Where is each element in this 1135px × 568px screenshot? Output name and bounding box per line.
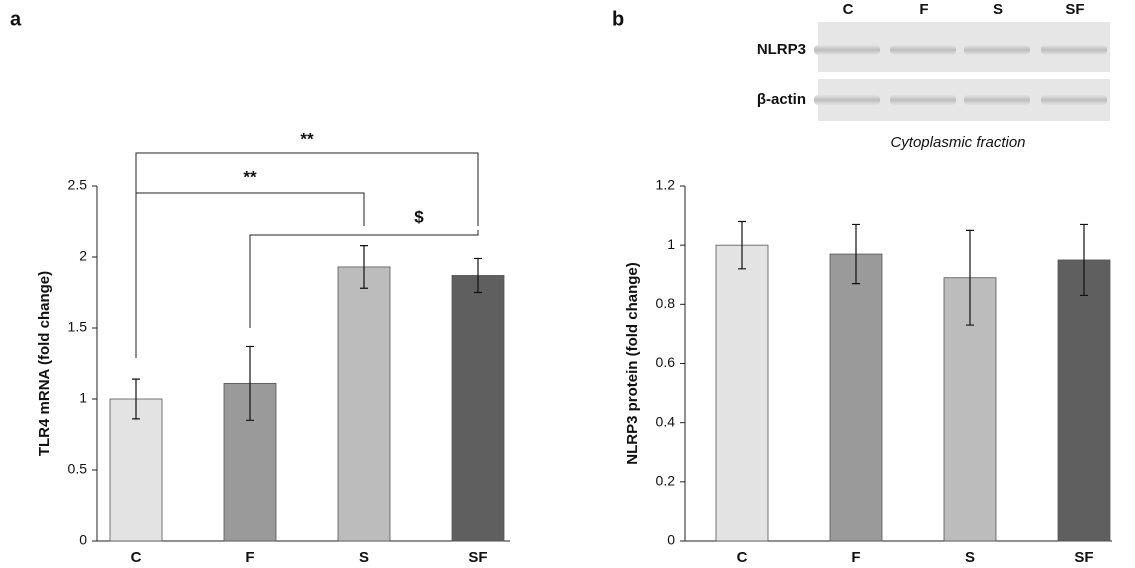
blot-lane-label: SF	[1065, 1, 1084, 18]
panel-label: b	[612, 8, 624, 30]
y-tick-label: 0.5	[68, 461, 88, 477]
blot-row-label: β-actin	[757, 91, 806, 108]
y-tick-label: 0.6	[656, 354, 676, 370]
y-axis-title: TLR4 mRNA (fold change)	[36, 271, 53, 456]
y-tick-label: 1.5	[68, 319, 88, 335]
bar	[110, 399, 162, 541]
blot-lane-label: C	[843, 1, 854, 18]
y-tick-label: 0.4	[656, 413, 676, 429]
blot-band	[1041, 95, 1107, 105]
x-tick-label: F	[851, 549, 860, 566]
bar	[338, 267, 390, 541]
blot-band	[814, 95, 880, 105]
page: a TLR4 mRNA (fold change) 0 0.5 1 1.5 2 2.5 C F S S…	[0, 0, 1135, 568]
blot-band	[890, 95, 956, 105]
blot-row-label: NLRP3	[757, 41, 806, 58]
blot-lane-label: F	[919, 1, 928, 18]
blot-band	[1041, 45, 1107, 55]
panel-label: a	[10, 8, 22, 30]
significance-label: **	[243, 167, 257, 186]
y-tick-label: 0.8	[656, 295, 676, 311]
y-tick-label: 2.5	[68, 177, 88, 193]
blot-caption: Cytoplasmic fraction	[890, 134, 1025, 151]
bar	[716, 245, 768, 541]
x-tick-label: SF	[1074, 549, 1093, 566]
y-tick-label: 1	[667, 236, 675, 252]
bar	[452, 275, 504, 541]
y-axis-title: NLRP3 protein (fold change)	[624, 262, 641, 465]
x-tick-label: C	[737, 549, 748, 566]
blot-lane-label: S	[993, 1, 1003, 18]
y-tick-label: 1.2	[656, 177, 676, 193]
significance-label: $	[414, 207, 424, 226]
x-tick-label: S	[965, 549, 975, 566]
figure: a TLR4 mRNA (fold change) 0 0.5 1 1.5 2 2.5 C F S S…	[0, 0, 1135, 568]
y-tick-label: 2	[79, 248, 87, 264]
blot-band	[964, 45, 1030, 55]
bar	[830, 254, 882, 541]
x-tick-label: C	[131, 549, 142, 566]
x-tick-label: SF	[468, 549, 487, 566]
y-tick-label: 0	[79, 532, 87, 548]
blot-band	[814, 45, 880, 55]
x-tick-label: S	[359, 549, 369, 566]
y-tick-label: 0	[667, 532, 675, 548]
y-tick-label: 1	[79, 390, 87, 406]
bar	[1058, 260, 1110, 541]
significance-label: **	[300, 129, 314, 148]
x-tick-label: F	[245, 549, 254, 566]
y-tick-label: 0.2	[656, 473, 676, 489]
blot-band	[964, 95, 1030, 105]
significance-bracket	[136, 153, 478, 358]
blot-band	[890, 45, 956, 55]
